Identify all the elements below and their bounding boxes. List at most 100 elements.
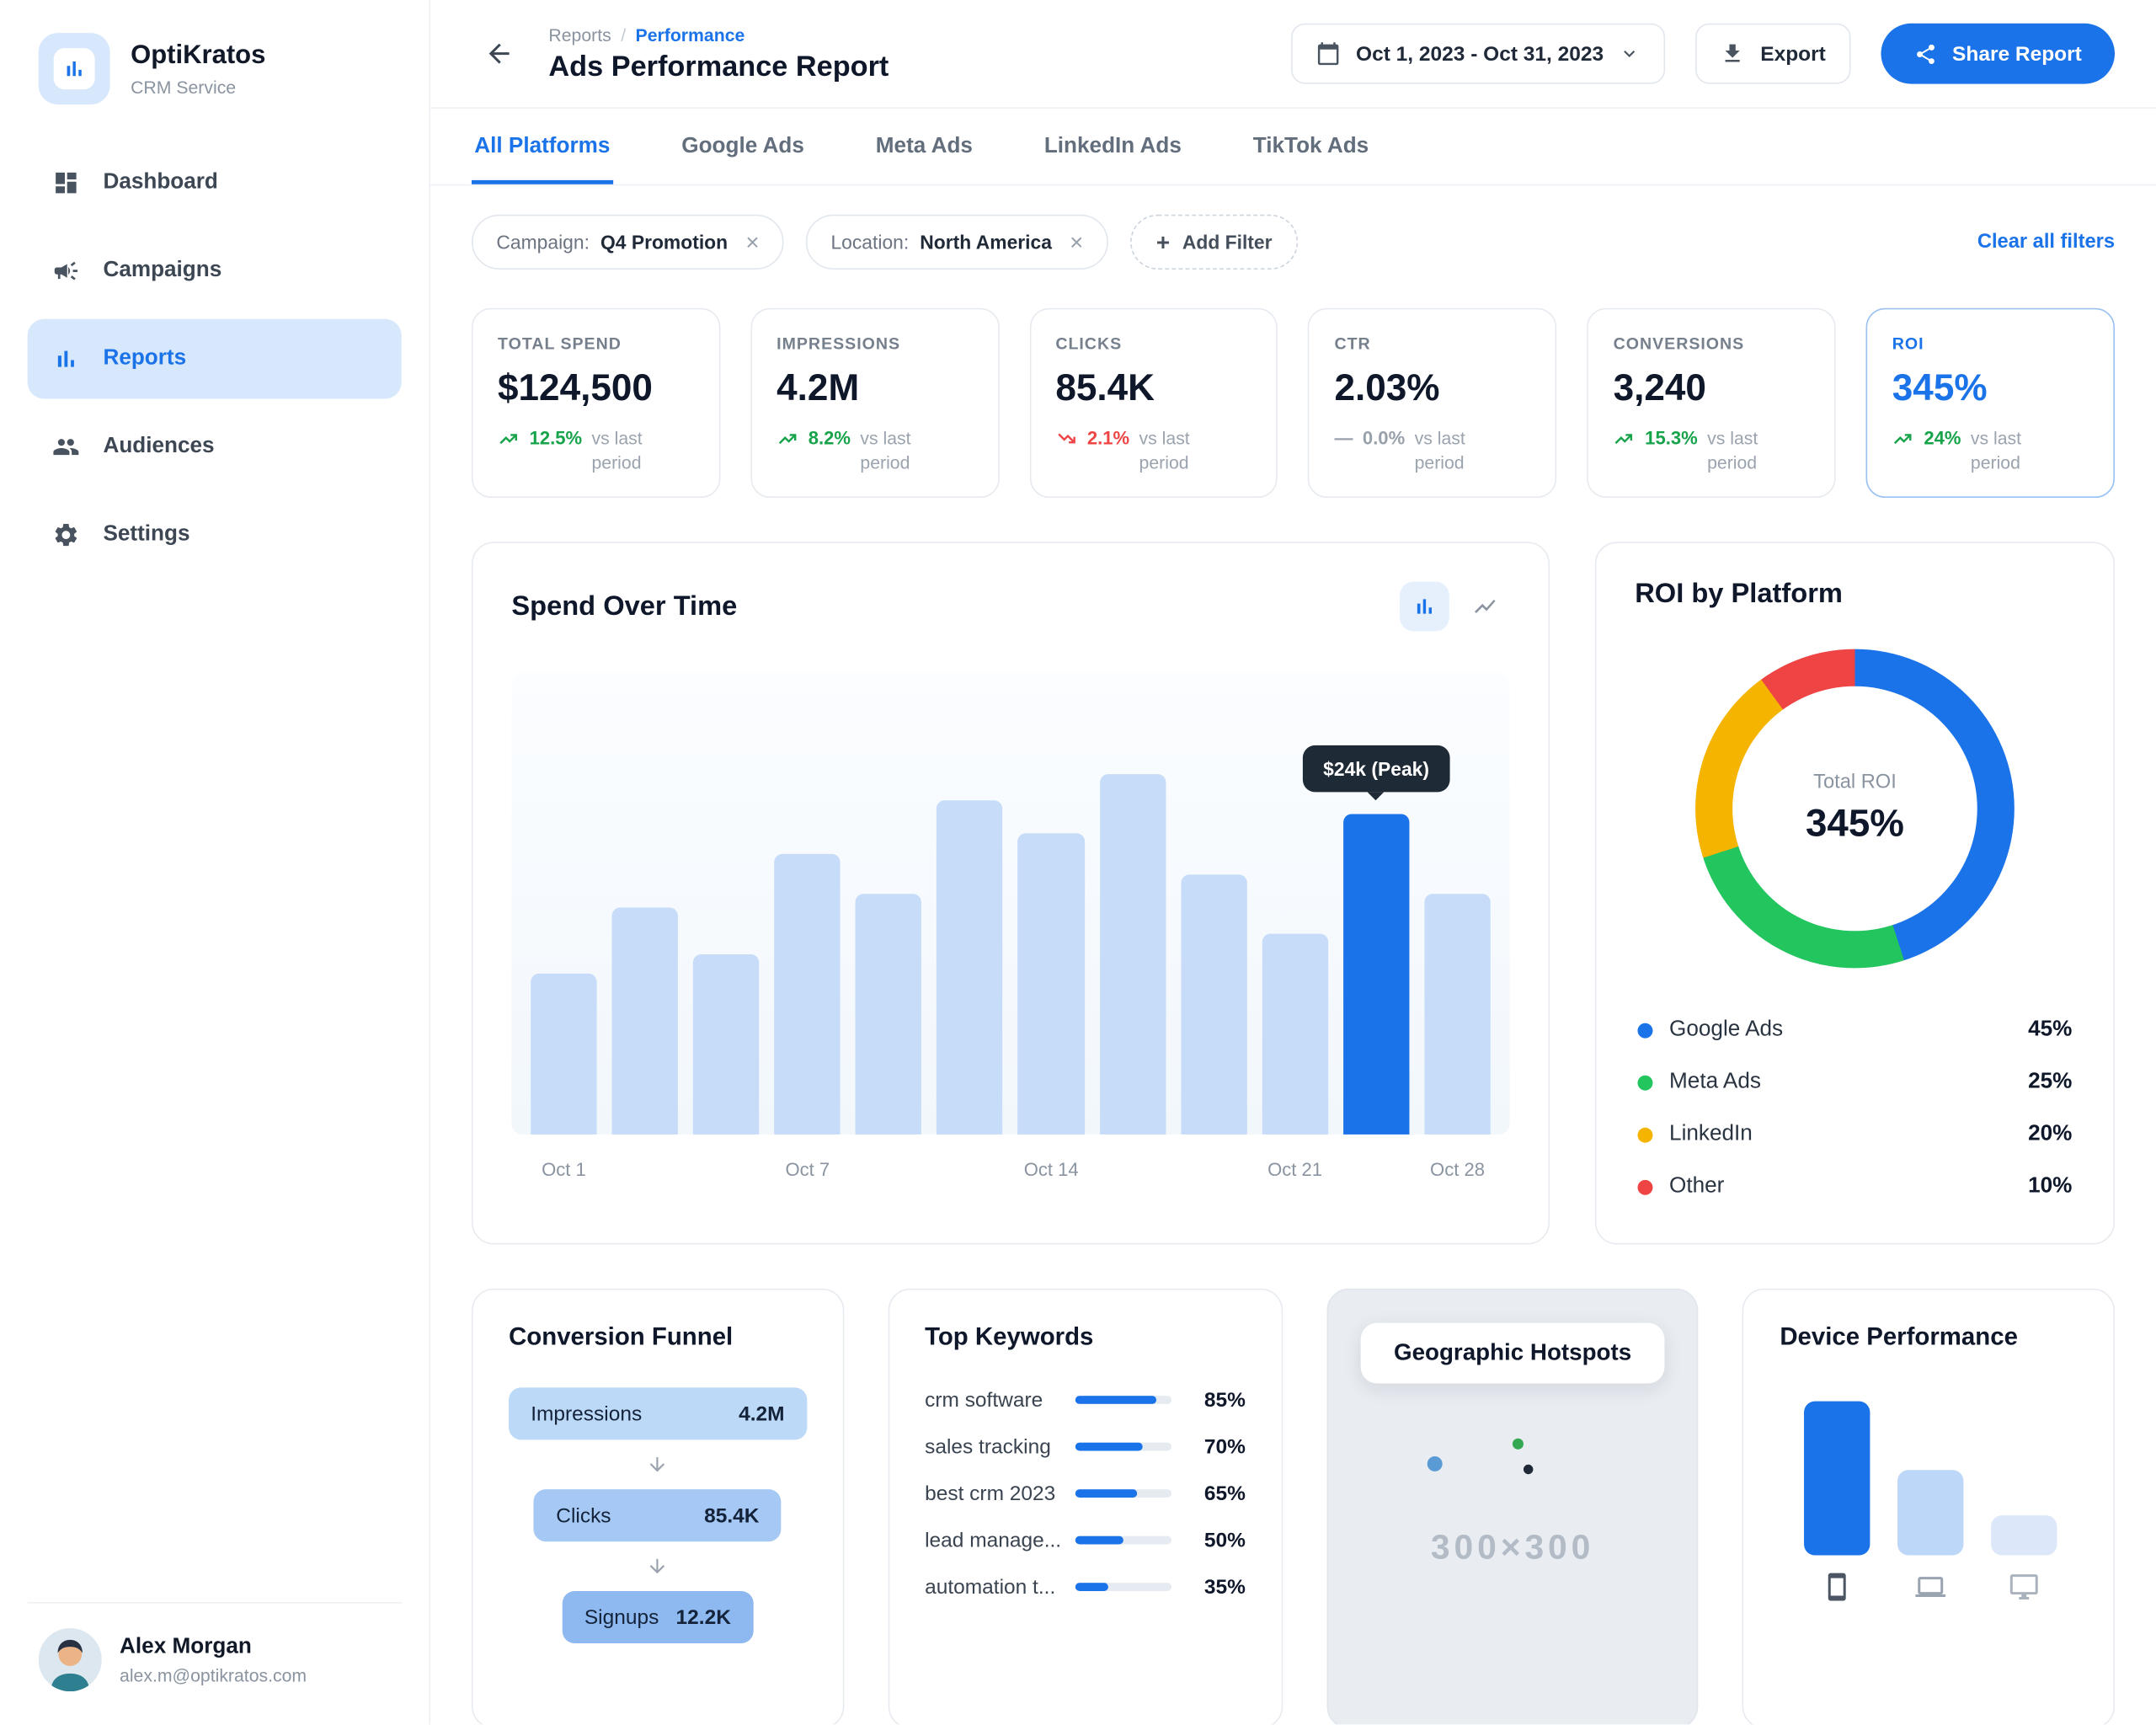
filter-bar: Campaign: Q4 Promotion × Location: North…	[430, 185, 2156, 270]
device-bar-mobile	[1804, 1401, 1871, 1556]
spend-bar-highlighted[interactable]	[1342, 814, 1410, 1135]
megaphone-icon	[54, 261, 77, 280]
sidebar-item-label: Reports	[103, 346, 187, 371]
sidebar-item-campaigns[interactable]: Campaigns	[28, 231, 402, 311]
tab-all-platforms[interactable]: All Platforms	[471, 109, 613, 184]
keyword-progress-track	[1075, 1442, 1171, 1451]
breadcrumb-current[interactable]: Performance	[635, 24, 745, 45]
kpi-value: 3,240	[1613, 366, 1706, 409]
device-bars	[1780, 1393, 2078, 1556]
sidebar-item-dashboard[interactable]: Dashboard	[28, 143, 402, 223]
back-button[interactable]	[472, 26, 526, 81]
keyword-row: sales tracking 70%	[925, 1423, 1246, 1471]
add-filter-button[interactable]: + Add Filter	[1129, 214, 1299, 270]
filter-chip-location[interactable]: Location: North America ×	[806, 214, 1108, 270]
spend-bar[interactable]	[774, 854, 841, 1135]
roi-chart-title: ROI by Platform	[1635, 579, 1843, 610]
breadcrumb-root[interactable]: Reports	[548, 24, 611, 45]
funnel-title: Conversion Funnel	[509, 1322, 734, 1351]
kpi-delta: 15.3%	[1645, 427, 1698, 449]
sidebar-item-label: Campaigns	[103, 258, 222, 282]
funnel-stage-value: 85.4K	[704, 1503, 760, 1528]
kpi-delta-note: vs last period	[591, 427, 643, 473]
kpi-value: 4.2M	[776, 366, 860, 409]
sidebar-item-reports[interactable]: Reports	[27, 318, 402, 399]
kpi-card-total-spend: TOTAL SPEND $124,500 12.5% vs last perio…	[471, 307, 721, 499]
legend-value: 10%	[2028, 1174, 2073, 1199]
device-title: Device Performance	[1780, 1322, 2018, 1351]
spend-bar[interactable]	[1180, 874, 1247, 1135]
sidebar-item-label: Audiences	[103, 434, 215, 458]
trend-flat-icon: —	[1334, 427, 1353, 449]
close-icon[interactable]: ×	[745, 228, 760, 255]
keyword-progress-track	[1075, 1535, 1171, 1545]
clear-all-filters-link[interactable]: Clear all filters	[1977, 231, 2116, 254]
funnel-stage-signups: Signups 12.2K	[562, 1591, 754, 1644]
close-icon[interactable]: ×	[1070, 228, 1084, 255]
kpi-delta: 2.1%	[1086, 427, 1130, 449]
bar-chart-icon	[1417, 599, 1432, 614]
keywords-title: Top Keywords	[925, 1322, 1094, 1351]
hotspots-title: Geographic Hotspots	[1360, 1322, 1665, 1384]
legend-label: Other	[1669, 1174, 1725, 1199]
legend-item-other: Other 10%	[1635, 1161, 2074, 1213]
arrow-down-icon	[650, 1559, 665, 1574]
line-chart-toggle-button[interactable]	[1460, 582, 1510, 632]
tab-meta-ads[interactable]: Meta Ads	[875, 134, 973, 158]
spend-bar[interactable]	[693, 954, 760, 1135]
legend-item-meta-ads: Meta Ads 25%	[1635, 1056, 2074, 1108]
keyword-value: 35%	[1203, 1575, 1246, 1599]
kpi-value: 345%	[1892, 366, 1988, 409]
date-range-picker[interactable]: Oct 1, 2023 - Oct 31, 2023	[1291, 23, 1666, 84]
spend-bar[interactable]	[1424, 894, 1491, 1135]
funnel-stage-label: Signups	[584, 1605, 659, 1630]
share-report-button[interactable]: Share Report	[1881, 23, 2116, 84]
kpi-delta: 24%	[1924, 427, 1961, 449]
sidebar-item-audiences[interactable]: Audiences	[28, 407, 402, 487]
spend-bar[interactable]	[1017, 833, 1085, 1135]
keyword-progress-fill	[1075, 1535, 1123, 1545]
kpi-delta-note: vs last period	[860, 427, 911, 473]
breadcrumb-separator: /	[621, 24, 627, 45]
export-button[interactable]: Export	[1695, 23, 1851, 84]
x-axis-tick: Oct 1	[542, 1159, 586, 1180]
kpi-delta-note: vs last period	[1970, 427, 2022, 473]
legend-dot	[1637, 1075, 1653, 1091]
keyword-label: sales tracking	[925, 1434, 1051, 1459]
kpi-value: 85.4K	[1055, 366, 1155, 409]
mobile-icon	[1828, 1573, 1847, 1601]
tab-linkedin-ads[interactable]: LinkedIn Ads	[1043, 134, 1182, 158]
spend-bar[interactable]	[1262, 933, 1328, 1135]
map-dot	[1428, 1455, 1444, 1471]
app-logo-icon	[38, 33, 110, 105]
sidebar-item-settings[interactable]: Settings	[28, 495, 402, 575]
spend-bar[interactable]	[531, 974, 597, 1135]
brand: OptiKratos CRM Service	[28, 33, 402, 143]
spend-chart-title: Spend Over Time	[511, 590, 738, 622]
chevron-down-icon	[1624, 50, 1636, 58]
legend-item-linkedin: LinkedIn 20%	[1635, 1108, 2074, 1161]
tab-google-ads[interactable]: Google Ads	[681, 134, 804, 158]
filter-chip-value: Q4 Promotion	[600, 231, 728, 254]
spend-bar[interactable]	[856, 894, 922, 1135]
user-profile[interactable]: Alex Morgan alex.m@optikratos.com	[27, 1602, 402, 1692]
map-dot	[1524, 1465, 1534, 1475]
device-bar-laptop	[1897, 1470, 1965, 1556]
spend-bar[interactable]	[611, 907, 679, 1135]
plus-icon: +	[1155, 228, 1171, 255]
keyword-value: 85%	[1203, 1388, 1246, 1413]
keyword-progress-fill	[1075, 1396, 1157, 1405]
geographic-hotspots-card: Geographic Hotspots 300×300	[1326, 1288, 1699, 1725]
page-title: Ads Performance Report	[548, 50, 889, 83]
sidebar-item-label: Dashboard	[103, 170, 218, 195]
arrow-down-icon	[650, 1457, 665, 1472]
bar-chart-toggle-button[interactable]	[1400, 581, 1449, 632]
kpi-label: ROI	[1892, 334, 1924, 354]
spend-bar[interactable]	[937, 800, 1003, 1135]
spend-bar[interactable]	[1099, 774, 1166, 1135]
tab-tiktok-ads[interactable]: TikTok Ads	[1252, 134, 1369, 158]
charts-row: Spend Over Time $24k (Peak) Oct 1 Oct 7 Oc…	[430, 498, 2156, 1245]
keyword-progress-track	[1075, 1396, 1171, 1405]
filter-chip-campaign[interactable]: Campaign: Q4 Promotion ×	[471, 214, 784, 270]
